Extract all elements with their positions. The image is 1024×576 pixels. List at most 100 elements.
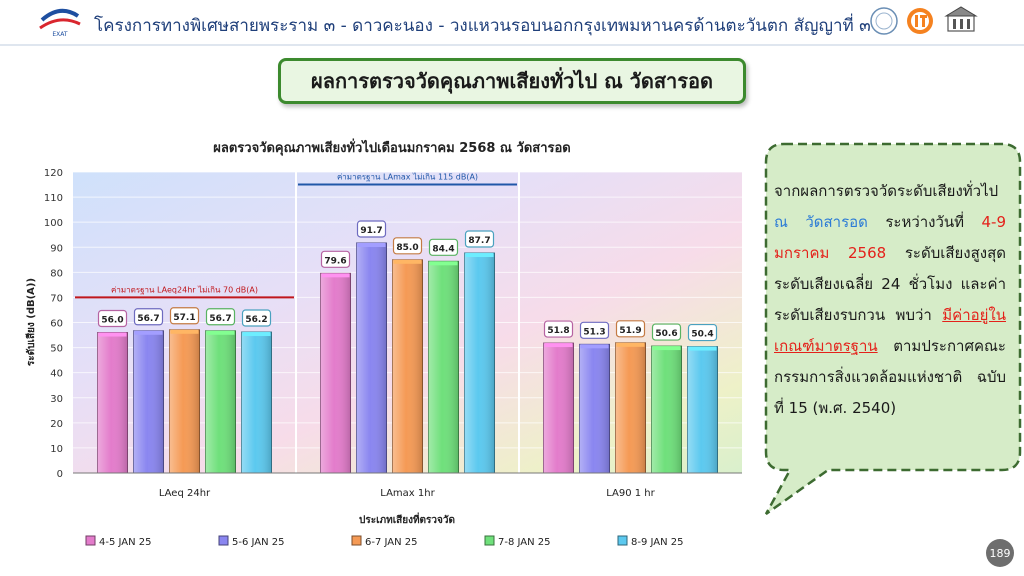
y-tick-label: 20: [50, 419, 63, 430]
data-label: 91.7: [360, 226, 382, 236]
standard-label: ค่ามาตรฐาน LAmax ไม่เกิน 115 dB(A): [337, 173, 478, 182]
bar-shine: [615, 342, 646, 473]
y-tick-label: 60: [50, 319, 63, 330]
bar-shine: [169, 329, 200, 473]
partner-logos: [870, 6, 978, 35]
data-label: 79.6: [324, 256, 346, 266]
legend: 4-5 JAN 25 5-6 JAN 25 6-7 JAN 25 7-8 JAN 25…: [85, 535, 684, 548]
header-title: โครงการทางพิเศษสายพระราม ๓ - ดาวคะนอง - …: [94, 16, 871, 36]
y-tick-label: 30: [50, 394, 63, 405]
y-tick-label: 70: [50, 293, 63, 304]
data-label-box: [97, 309, 128, 328]
bar-shine: [464, 253, 495, 473]
callout-text: จากผลการตรวจวัดระดับเสียงทั่วไป ณ วัดสาร…: [774, 176, 1006, 424]
bar-shine: [241, 332, 272, 473]
chart-title: ผลตรวจวัดคุณภาพเสียงทั่วไปเดือนมกราคม 25…: [213, 138, 570, 156]
bar-cap: [616, 342, 645, 347]
data-label-box: [651, 323, 682, 341]
bar-cap: [688, 346, 717, 351]
bar-shine: [651, 346, 682, 473]
data-label: 87.7: [468, 236, 490, 246]
data-label-box: [133, 308, 164, 326]
callout-body: ระดับเสียงสูงสุด ระดับเสียงเฉลี่ย 24 ชั่…: [774, 244, 1006, 324]
y-tick-label: 90: [50, 243, 63, 254]
bar-shine: [579, 344, 610, 473]
legend-label: 4-5 JAN 25: [99, 537, 152, 548]
bar-shine: [97, 332, 128, 473]
y-axis-label: ระดับเสียง (dB(A)): [25, 278, 37, 366]
data-label: 57.1: [173, 313, 195, 323]
data-label: 56.7: [137, 314, 159, 324]
y-tick-label: 50: [50, 344, 63, 355]
legend-label: 5-6 JAN 25: [232, 537, 285, 548]
y-tick-label: 100: [44, 218, 63, 229]
bar-shine: [543, 343, 574, 473]
data-label-box: [543, 320, 574, 338]
header-divider: [0, 44, 1024, 46]
data-label: 56.0: [101, 316, 123, 326]
legend-swatch: [85, 535, 96, 546]
y-tick-label: 40: [50, 369, 63, 380]
legend-swatch: [351, 535, 362, 546]
data-label-box: [356, 220, 387, 238]
data-label: 85.0: [396, 243, 418, 253]
bar-cap: [580, 344, 609, 349]
callout-intro: จากผลการตรวจวัดระดับเสียงทั่วไป: [774, 182, 999, 200]
page-number: 189: [986, 539, 1014, 567]
bar-cap: [242, 332, 271, 337]
y-axis-ticks: 0 10 20 30 40 50 60 70 80 90 100 110 120: [44, 168, 63, 480]
x-category-label: LAmax 1hr: [380, 488, 435, 499]
bar-shine: [687, 346, 718, 473]
bar-cap: [134, 330, 163, 335]
data-label-box: [579, 321, 610, 339]
legend-swatch: [617, 535, 628, 546]
bars: 56.0 56.7 57.1 56.7 56.2 79.6 91.7 85.0 84.4 87.7…: [97, 220, 718, 474]
building-emblem-icon: [944, 6, 978, 32]
x-axis-label: ประเภทเสียงที่ตรวจวัด: [359, 512, 455, 526]
callout-result: มีค่าอยู่ในเกณฑ์มาตรฐาน: [774, 306, 1006, 355]
x-category-label: LAeq 24hr: [159, 488, 211, 499]
bar-cap: [429, 261, 458, 266]
y-tick-label: 10: [50, 444, 63, 455]
bar-shine: [392, 259, 423, 473]
data-label-box: [615, 320, 646, 338]
data-label: 56.2: [245, 315, 267, 325]
bar-shine: [205, 330, 236, 473]
y-tick-label: 110: [44, 193, 63, 204]
data-label-box: [169, 307, 200, 325]
data-label: 56.7: [209, 314, 231, 324]
x-axis-categories: LAeq 24hr LAmax 1hr LA90 1 hr: [159, 488, 656, 499]
noise-chart: ผลตรวจวัดคุณภาพเสียงทั่วไปเดือนมกราคม 25…: [25, 138, 742, 548]
legend-label: 6-7 JAN 25: [365, 537, 418, 548]
callout-date-prefix: ระหว่างวันที่: [867, 213, 982, 231]
y-tick-label: 120: [44, 168, 63, 179]
bar-cap: [98, 332, 127, 337]
svg-text:EXAT: EXAT: [52, 31, 68, 38]
bar-shine: [428, 261, 459, 473]
slide-title: ผลการตรวจวัดคุณภาพเสียงทั่วไป ณ วัดสารอด: [278, 58, 746, 104]
exat-logo-icon: EXAT: [39, 8, 81, 38]
bar-cap: [393, 259, 422, 264]
y-tick-label: 80: [50, 268, 63, 279]
standard-label: ค่ามาตรฐาน LAeq24hr ไม่เกิน 70 dB(A): [111, 285, 258, 294]
data-label-box: [687, 323, 718, 342]
header: EXAT โครงการทางพิเศษสายพระราม ๓ - ดาวคะน…: [0, 0, 1024, 48]
bar-cap: [170, 329, 199, 334]
bar-cap: [652, 346, 681, 351]
data-label-box: [464, 230, 495, 248]
callout-bubble: [764, 142, 1022, 516]
circle-seal-icon: [870, 7, 898, 35]
data-label-box: [392, 237, 423, 255]
bar-cap: [465, 253, 494, 258]
legend-swatch: [218, 535, 229, 546]
bar-shine: [133, 330, 164, 473]
data-label: 51.3: [583, 327, 605, 337]
category-separators: [295, 172, 520, 473]
callout-dates: 4-9 มกราคม 2568: [774, 213, 1007, 262]
data-label: 51.9: [619, 326, 641, 336]
standard-lines: ค่ามาตรฐาน LAeq24hr ไม่เกิน 70 dB(A) ค่าม…: [75, 173, 517, 299]
data-label-box: [241, 309, 272, 327]
data-label: 51.8: [547, 326, 569, 336]
data-label: 50.6: [655, 329, 677, 339]
callout-location: ณ วัดสารอด: [774, 213, 868, 231]
